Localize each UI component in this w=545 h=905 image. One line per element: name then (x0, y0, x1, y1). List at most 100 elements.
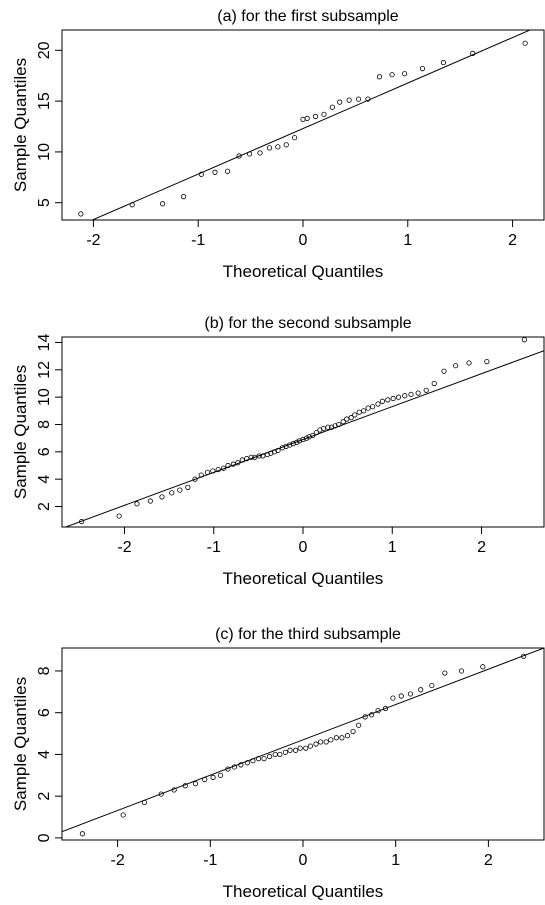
data-point (303, 435, 310, 441)
y-tick-label: 10 (36, 143, 53, 161)
x-tick-label: 0 (299, 539, 308, 556)
data-point (297, 745, 303, 751)
data-point (466, 360, 472, 366)
data-point (339, 735, 345, 741)
x-tick-label: -2 (110, 852, 124, 869)
y-axis-label: Sample Quantiles (11, 58, 30, 192)
data-point (246, 151, 253, 157)
data-point (261, 756, 267, 762)
data-point (441, 368, 447, 374)
x-tick-label: -2 (86, 232, 100, 249)
data-point (379, 398, 386, 404)
x-tick-label: -1 (207, 539, 221, 556)
y-tick-label: 15 (36, 92, 53, 110)
x-tick-label: 2 (508, 232, 517, 249)
data-point (328, 737, 334, 743)
data-point (255, 756, 262, 762)
data-point (336, 421, 342, 428)
data-point (252, 454, 258, 460)
data-point (134, 501, 140, 507)
data-point (116, 513, 122, 519)
data-point (79, 518, 85, 525)
data-point (225, 462, 231, 469)
data-point (423, 387, 429, 393)
data-point (171, 787, 177, 793)
data-point (470, 50, 476, 56)
data-point (340, 419, 346, 425)
data-point (250, 758, 256, 764)
data-point (275, 144, 281, 150)
data-point (147, 498, 153, 504)
x-tick-label: 0 (299, 232, 308, 249)
data-point (185, 484, 191, 490)
data-point (356, 722, 362, 728)
data-point (321, 111, 327, 117)
y-tick-label: 4 (36, 750, 53, 759)
qq-reference-line (91, 30, 532, 220)
data-point (407, 691, 414, 697)
data-point (272, 751, 278, 758)
data-point (198, 171, 204, 177)
data-point (344, 416, 350, 422)
data-point (362, 714, 368, 720)
data-point (390, 395, 396, 402)
data-point (382, 705, 389, 712)
x-tick-label: 1 (388, 539, 397, 556)
data-point (231, 764, 238, 770)
data-point (198, 472, 204, 478)
y-tick-label: 6 (36, 708, 53, 717)
data-point (244, 760, 250, 766)
panel-title: (a) for the first subsample (217, 8, 399, 25)
data-point (313, 430, 319, 436)
data-point (442, 670, 448, 676)
qq-reference-line (64, 350, 544, 527)
x-axis-label: Theoretical Quantiles (223, 569, 384, 588)
data-point (120, 812, 126, 818)
y-tick-label: 5 (36, 198, 53, 207)
data-point (344, 733, 351, 739)
data-point (350, 728, 356, 735)
data-point (292, 747, 299, 753)
data-point (230, 461, 236, 467)
data-point (303, 745, 309, 751)
data-point (368, 712, 375, 718)
data-point (323, 739, 329, 745)
data-point (159, 201, 166, 207)
data-point (390, 695, 396, 701)
data-point (235, 460, 241, 466)
data-point (224, 168, 231, 174)
data-point (192, 781, 199, 787)
data-point (370, 404, 376, 410)
y-tick-label: 6 (36, 447, 53, 456)
data-point (256, 453, 262, 459)
data-point (348, 415, 354, 421)
data-point (275, 447, 281, 454)
data-point (408, 391, 414, 398)
x-tick-label: 2 (477, 539, 486, 556)
data-point (182, 783, 188, 789)
data-point (333, 735, 339, 741)
data-point (361, 408, 367, 414)
data-point (225, 766, 231, 772)
data-point (419, 66, 426, 72)
x-tick-label: 0 (299, 852, 308, 869)
data-point (244, 456, 250, 462)
data-point (215, 466, 221, 473)
data-point (522, 40, 528, 46)
data-point (376, 74, 383, 80)
data-point (248, 454, 254, 460)
data-point (431, 380, 437, 387)
data-point (287, 747, 293, 753)
x-tick-label: -2 (117, 539, 131, 556)
data-point (294, 439, 300, 445)
data-point (238, 762, 244, 768)
data-point (202, 776, 208, 783)
data-point (356, 409, 362, 415)
data-point (458, 668, 465, 674)
y-tick-label: 14 (36, 333, 53, 351)
data-point (292, 135, 298, 141)
data-point (210, 774, 216, 780)
data-point (346, 97, 352, 103)
data-point (355, 96, 362, 102)
